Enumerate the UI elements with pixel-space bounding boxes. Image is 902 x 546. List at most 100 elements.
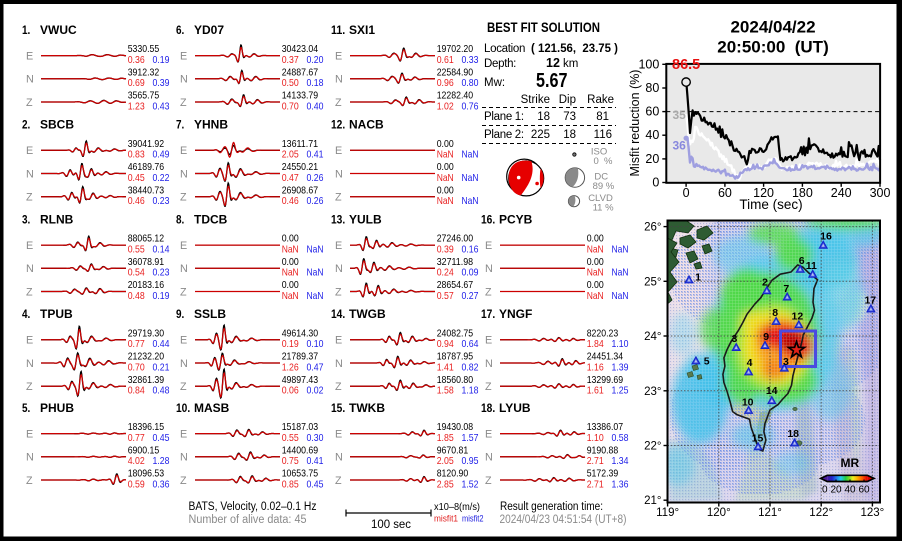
svg-text:1.25: 1.25 [612, 386, 629, 397]
svg-text:18560.80: 18560.80 [437, 375, 474, 386]
svg-text:2.05: 2.05 [282, 150, 299, 161]
svg-text:3912.32: 3912.32 [128, 67, 160, 78]
svg-text:Result generation time:: Result generation time: [500, 501, 603, 513]
svg-text:1.52: 1.52 [462, 479, 479, 490]
svg-text:60: 60 [645, 105, 659, 119]
svg-text:N: N [335, 358, 343, 370]
svg-text:11.: 11. [331, 23, 345, 37]
svg-text:misfit1: misfit1 [434, 514, 458, 525]
svg-text:BEST FIT SOLUTION: BEST FIT SOLUTION [487, 20, 600, 35]
svg-text:49614.30: 49614.30 [282, 328, 319, 339]
svg-text:8220.23: 8220.23 [587, 328, 619, 339]
svg-text:E: E [335, 335, 342, 347]
svg-text:NaN: NaN [437, 196, 454, 207]
svg-text:30423.04: 30423.04 [282, 44, 319, 55]
svg-text:Z: Z [485, 475, 492, 487]
svg-text:1.10: 1.10 [587, 433, 604, 444]
svg-text:Number of alive data: 45: Number of alive data: 45 [189, 514, 307, 526]
svg-text:E: E [485, 240, 492, 252]
svg-text:23°: 23° [644, 386, 661, 398]
svg-text:0.23: 0.23 [153, 196, 170, 207]
svg-text:0: 0 [683, 186, 690, 200]
svg-text:18396.15: 18396.15 [128, 422, 165, 433]
svg-text:60: 60 [858, 484, 870, 495]
svg-text:100: 100 [638, 57, 659, 71]
svg-text:TWKB: TWKB [349, 401, 385, 415]
svg-text:12282.40: 12282.40 [437, 91, 474, 102]
svg-text:Dip: Dip [559, 94, 576, 106]
svg-text:9.: 9. [176, 307, 184, 321]
svg-text:81: 81 [596, 111, 609, 123]
svg-text:19430.08: 19430.08 [437, 422, 474, 433]
svg-text:NaN: NaN [587, 245, 604, 256]
svg-text:0.09: 0.09 [462, 268, 479, 279]
svg-text:SXI1: SXI1 [349, 23, 375, 37]
svg-text:Z: Z [485, 381, 492, 393]
svg-text:0.18: 0.18 [307, 78, 324, 89]
svg-text:24887.67: 24887.67 [282, 67, 319, 78]
svg-text:0.24: 0.24 [437, 268, 454, 279]
svg-text:0.76: 0.76 [462, 101, 479, 112]
svg-text:19702.20: 19702.20 [437, 44, 474, 55]
svg-text:2.71: 2.71 [587, 479, 604, 490]
svg-text:N: N [26, 74, 34, 86]
svg-text:1.61: 1.61 [587, 386, 604, 397]
svg-text:8: 8 [772, 307, 778, 319]
svg-text:13611.71: 13611.71 [282, 139, 319, 150]
svg-text:0.64: 0.64 [462, 339, 479, 350]
svg-text:0.50: 0.50 [282, 78, 299, 89]
svg-text:0.80: 0.80 [462, 78, 479, 89]
svg-text:2024/04/22: 2024/04/22 [730, 18, 815, 37]
svg-text:0.30: 0.30 [307, 433, 324, 444]
svg-text:Time (sec): Time (sec) [739, 197, 802, 212]
svg-text:Rake: Rake [587, 94, 614, 106]
svg-text:Z: Z [180, 286, 187, 298]
svg-text:24°: 24° [644, 331, 661, 343]
svg-text:SBCB: SBCB [40, 118, 74, 132]
svg-text:39041.92: 39041.92 [128, 139, 165, 150]
svg-text:E: E [26, 240, 33, 252]
svg-text:0.84: 0.84 [128, 386, 145, 397]
svg-text:0.75: 0.75 [282, 456, 299, 467]
svg-text:VWUC: VWUC [40, 23, 77, 37]
svg-text:9670.81: 9670.81 [437, 445, 469, 456]
svg-text:km: km [563, 58, 578, 70]
svg-text:0.00: 0.00 [437, 185, 454, 196]
svg-text:0.33: 0.33 [462, 55, 479, 66]
svg-text:0.37: 0.37 [282, 55, 299, 66]
svg-text:0.45: 0.45 [307, 479, 324, 490]
svg-text:7.: 7. [176, 118, 184, 132]
svg-text:100 sec: 100 sec [371, 519, 411, 531]
svg-text:E: E [180, 50, 187, 62]
svg-text:7: 7 [783, 283, 789, 295]
svg-text:18: 18 [563, 129, 576, 141]
svg-text:6900.15: 6900.15 [128, 445, 160, 456]
svg-text:0.39: 0.39 [437, 245, 454, 256]
svg-text:0 %: 0 % [594, 156, 614, 167]
svg-text:Misfit reduction (%): Misfit reduction (%) [628, 70, 642, 177]
svg-text:20: 20 [830, 484, 842, 495]
svg-text:0.49: 0.49 [153, 150, 170, 161]
svg-text:N: N [335, 74, 343, 86]
svg-text:N: N [180, 74, 188, 86]
svg-text:NaN: NaN [612, 245, 629, 256]
svg-text:22°: 22° [644, 441, 661, 453]
svg-text:9190.88: 9190.88 [587, 445, 619, 456]
svg-text:0.14: 0.14 [153, 245, 170, 256]
svg-text:RLNB: RLNB [40, 212, 74, 226]
svg-text:0.45: 0.45 [153, 433, 170, 444]
svg-text:NACB: NACB [349, 118, 384, 132]
svg-text:Depth:: Depth: [484, 58, 516, 70]
svg-text:3: 3 [783, 356, 789, 368]
svg-text:Z: Z [335, 286, 342, 298]
svg-text:N: N [180, 358, 188, 370]
svg-text:1.26: 1.26 [282, 362, 299, 373]
svg-text:38440.73: 38440.73 [128, 185, 165, 196]
svg-text:E: E [180, 335, 187, 347]
svg-text:0.06: 0.06 [282, 386, 299, 397]
svg-text:NaN: NaN [282, 245, 299, 256]
svg-text:0.23: 0.23 [153, 268, 170, 279]
svg-text:14: 14 [766, 385, 778, 397]
svg-text:1.39: 1.39 [612, 362, 629, 373]
svg-text:0.44: 0.44 [153, 339, 170, 350]
